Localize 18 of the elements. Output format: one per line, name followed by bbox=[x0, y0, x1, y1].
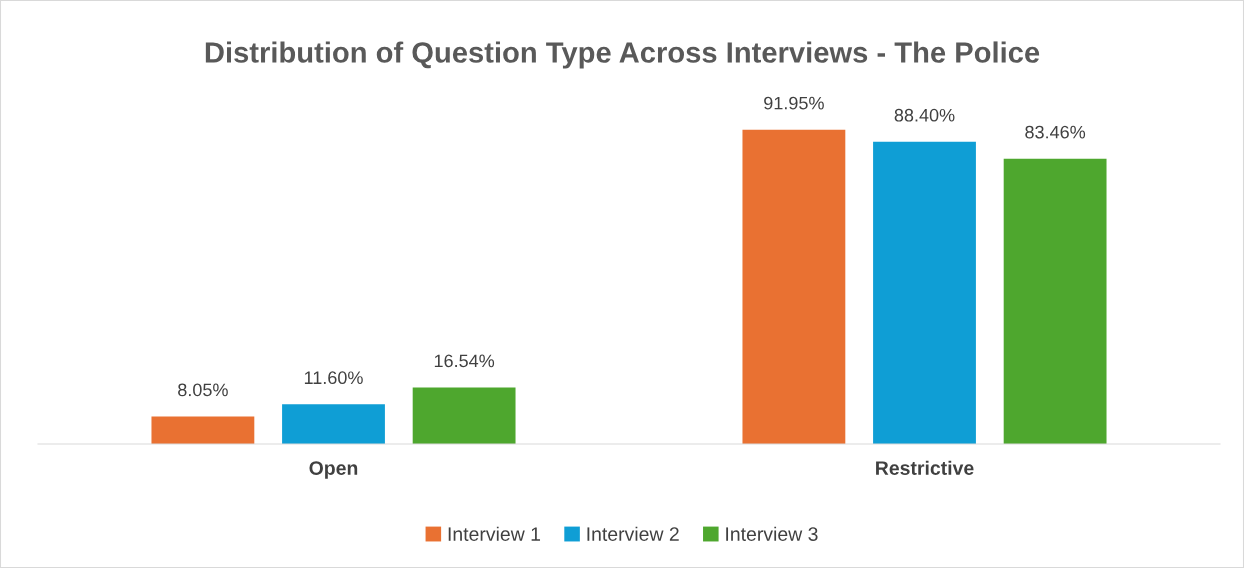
bar bbox=[873, 141, 976, 444]
data-label: 11.60% bbox=[304, 371, 363, 385]
data-label: 91.95% bbox=[764, 96, 824, 110]
bar bbox=[282, 404, 385, 444]
data-label: 88.40% bbox=[894, 108, 955, 122]
bar bbox=[1003, 158, 1107, 444]
data-label: 8.05% bbox=[178, 383, 228, 397]
bar bbox=[412, 387, 516, 444]
x-tick-label: Restrictive bbox=[876, 460, 974, 475]
data-label: 83.46% bbox=[1025, 125, 1086, 139]
legend-label: Interview 3 bbox=[726, 526, 818, 541]
legend-label: Interview 1 bbox=[448, 526, 541, 541]
x-tick-label: Open bbox=[309, 461, 358, 479]
bar bbox=[742, 129, 846, 444]
legend-label: Interview 2 bbox=[587, 526, 679, 541]
chart-title: Distribution of Question Type Across Interviews - The Police bbox=[205, 41, 1040, 69]
data-label: 16.54% bbox=[434, 354, 495, 368]
bar bbox=[151, 416, 255, 444]
